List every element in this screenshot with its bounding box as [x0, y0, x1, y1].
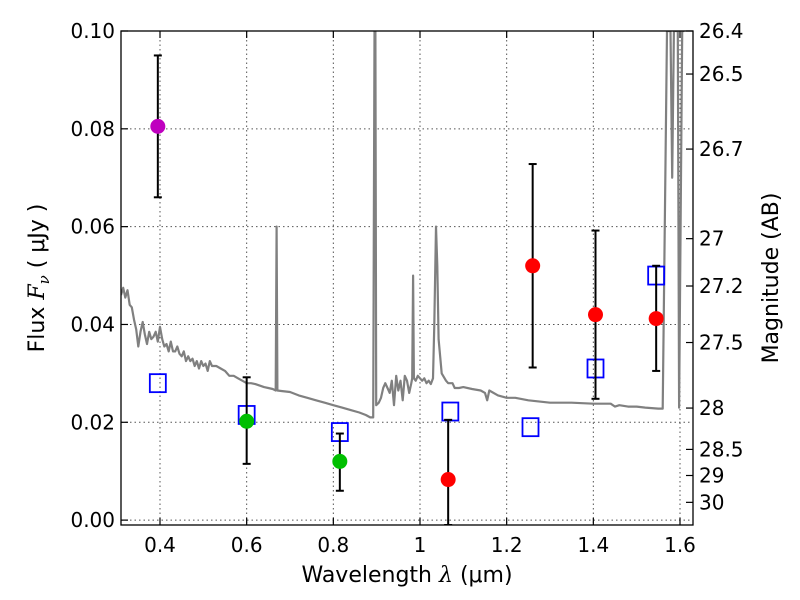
y-tick-label: 0.04	[70, 312, 115, 336]
plot-frame	[120, 30, 694, 526]
y-axis-title: Flux Fν ( μJy )	[25, 204, 53, 353]
x-axis-title: Wavelength λ (μm)	[301, 563, 512, 588]
observed-point	[525, 258, 541, 274]
x-tick-label: 0.6	[231, 533, 263, 557]
right-tick-label: 28	[699, 396, 724, 420]
x-tick-label: 1	[414, 533, 427, 557]
observed-point	[588, 307, 603, 323]
right-tick-label: 27.5	[699, 331, 744, 355]
model-spectrum-line	[121, 31, 685, 419]
observed-point	[239, 413, 255, 429]
x-tick-label: 1.2	[491, 533, 523, 557]
right-tick-label: 28.5	[699, 437, 744, 461]
observed-point	[150, 118, 166, 134]
right-tick-label: 30	[699, 490, 724, 514]
y-tick-label: 0.08	[70, 117, 115, 141]
plot-area	[121, 31, 685, 525]
observed-point	[332, 453, 348, 469]
axis-ticks: 0.4 0.6 0.8 1 1.2 1.4 1.6 0.00 0.02 0.04 0.06 0.08 0…	[70, 19, 743, 557]
model-photometry-square	[441, 401, 460, 422]
right-tick-label: 27	[699, 227, 724, 251]
y-tick-label: 0.10	[70, 19, 115, 43]
right-axis-title: Magnitude (AB)	[759, 193, 784, 364]
model-photometry-square	[148, 373, 167, 394]
x-tick-label: 1.6	[664, 533, 696, 557]
y-tick-label: 0.00	[70, 508, 115, 532]
x-tick-label: 0.4	[144, 533, 176, 557]
x-tick-label: 1.4	[577, 533, 609, 557]
right-tick-label: 29	[699, 464, 724, 488]
gridlines	[121, 30, 693, 525]
observed-point	[648, 311, 664, 327]
right-tick-label: 26.7	[699, 137, 744, 161]
y-tick-label: 0.02	[70, 410, 115, 434]
right-tick-label: 26.5	[699, 62, 744, 86]
y-tick-label: 0.06	[70, 215, 115, 239]
right-tick-label: 26.4	[699, 19, 744, 43]
observed-point	[440, 472, 456, 488]
x-tick-label: 0.8	[317, 533, 349, 557]
right-tick-label: 27.2	[699, 274, 744, 298]
model-photometry-square	[521, 417, 540, 438]
